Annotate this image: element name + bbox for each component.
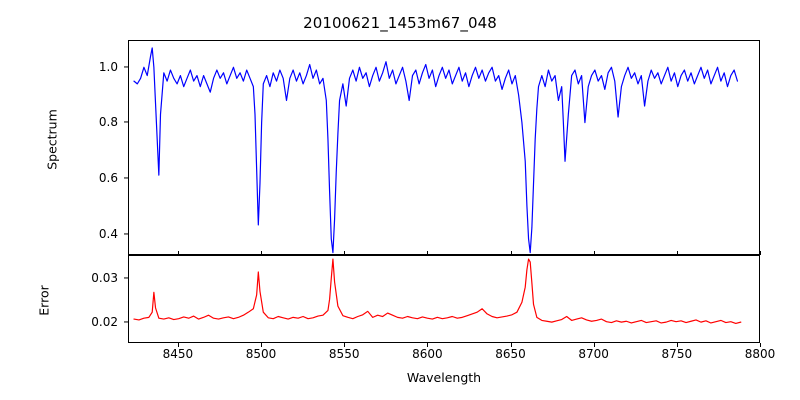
x-axis-label: Wavelength: [406, 370, 482, 385]
spectrum-panel: [128, 40, 760, 255]
x-tick-mark-spectrum: [510, 251, 512, 255]
spectrum-plot: [133, 47, 739, 254]
y-tick-label: 0.8: [98, 115, 118, 130]
spectrum-line: [133, 47, 739, 254]
x-tick-label: 8700: [578, 347, 609, 361]
x-tick-mark-spectrum: [177, 251, 179, 255]
x-tick-mark-spectrum: [344, 251, 346, 255]
x-tick-mark: [593, 343, 595, 347]
x-tick-mark-spectrum: [261, 251, 263, 255]
x-tick-mark: [177, 343, 179, 347]
error-panel: [128, 255, 760, 343]
x-tick-mark: [344, 343, 346, 347]
x-tick-label: 8650: [495, 347, 526, 361]
x-tick-label: 8600: [412, 347, 443, 361]
x-tick-label: 8750: [661, 347, 693, 361]
page-title: 20100621_1453m67_048: [303, 14, 497, 32]
x-tick-label: 8800: [744, 347, 776, 361]
y-tick-mark: [124, 65, 128, 68]
y-tick-mark: [124, 277, 128, 279]
y-tick-mark: [124, 233, 128, 235]
x-tick-label: 8550: [328, 347, 360, 361]
x-tick-mark-spectrum: [593, 251, 595, 255]
x-tick-label: 8450: [162, 347, 194, 361]
x-tick-mark-spectrum: [760, 251, 762, 255]
y-tick-label: 0.03: [91, 270, 118, 285]
y-tick-label: 0.4: [98, 227, 118, 242]
error-line: [133, 258, 742, 324]
x-tick-mark-spectrum: [676, 251, 678, 255]
y-tick-label: 0.02: [91, 315, 118, 330]
x-tick-mark: [427, 343, 429, 347]
error-plot: [133, 258, 742, 324]
error-y-axis-label: Error: [36, 285, 52, 316]
x-tick-mark: [760, 343, 762, 347]
spectrum-y-axis-label: Spectrum: [44, 109, 60, 170]
x-tick-label: 8500: [245, 347, 277, 361]
y-tick-label: 0.6: [98, 171, 118, 186]
y-tick-mark: [124, 177, 128, 179]
x-tick-mark: [510, 343, 512, 347]
x-tick-mark: [676, 343, 678, 347]
y-tick-mark: [124, 121, 128, 123]
x-tick-mark: [261, 343, 263, 347]
y-tick-label: 1.0: [98, 59, 118, 74]
y-tick-mark: [124, 321, 128, 323]
x-tick-mark-spectrum: [427, 251, 429, 255]
